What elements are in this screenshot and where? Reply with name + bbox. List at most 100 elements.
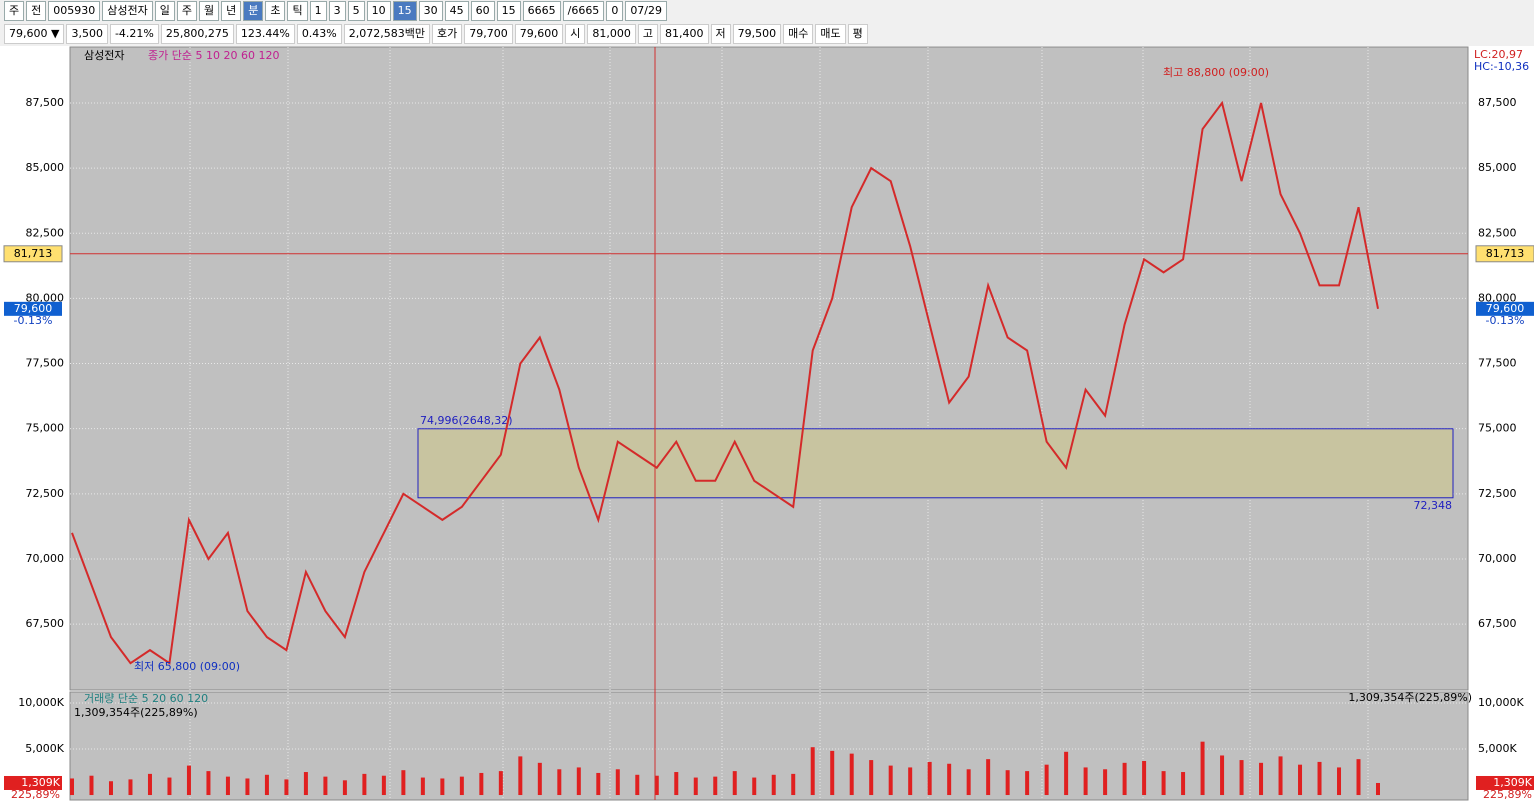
volume-bar xyxy=(1239,760,1244,796)
volume-bar xyxy=(1025,771,1030,796)
y-tick-label-right: 77,500 xyxy=(1478,357,1517,370)
volume-bar xyxy=(70,778,74,796)
tb-item[interactable]: 월 xyxy=(198,1,220,21)
volume-bar xyxy=(303,772,308,796)
chart: 67,500 67,500 70,000 70,000 72,500 72,500 75,0… xyxy=(0,46,1534,805)
volume-bar xyxy=(635,774,640,796)
volume-bar xyxy=(362,773,367,796)
volume-current: 1,309K xyxy=(21,776,60,789)
box-bottom-label: 72,348 xyxy=(1414,499,1453,512)
volume-bar xyxy=(576,767,581,796)
info-item: 3,500 xyxy=(66,24,108,44)
lc-label: LC:20,97 xyxy=(1474,48,1523,61)
volume-bar xyxy=(1142,760,1147,796)
volume-bar xyxy=(1005,770,1010,796)
info-item: 81,400 xyxy=(660,24,709,44)
volume-bar xyxy=(674,772,679,796)
volume-bar xyxy=(1317,761,1322,796)
volume-bar xyxy=(147,773,152,796)
tb-item[interactable]: 15 xyxy=(392,1,417,21)
volume-bar xyxy=(1298,764,1303,796)
current-change: -0.13% xyxy=(14,314,53,327)
y-tick-label: 80,000 xyxy=(26,291,65,304)
volume-bar xyxy=(128,779,133,796)
volume-bar xyxy=(1122,762,1127,796)
tb-item[interactable]: 3 xyxy=(328,1,346,21)
volume-bar xyxy=(1278,756,1283,796)
volume-bar xyxy=(732,771,737,796)
y-tick-label: 72,500 xyxy=(26,487,65,500)
info-item: 매도 xyxy=(815,24,846,44)
volume-bar xyxy=(1376,782,1380,796)
tb-item[interactable]: 6665 xyxy=(522,1,561,21)
volume-bar xyxy=(927,761,932,796)
tb-item[interactable]: 주 xyxy=(4,1,25,21)
volume-bar xyxy=(693,777,698,796)
volume-bar xyxy=(537,762,542,796)
price-panel xyxy=(69,46,1469,691)
info-item: 123.44% xyxy=(235,24,295,44)
tb-item[interactable]: 1 xyxy=(309,1,327,21)
volume-bar xyxy=(401,770,406,796)
info-bar: 79,600 ▼ 3,500 -4.21% 25,800,275 123.44% 0.43… xyxy=(0,23,1534,45)
tb-item[interactable]: 60 xyxy=(470,1,495,21)
y-tick-label-right: 10,000K xyxy=(1478,696,1524,709)
volume-bar xyxy=(1064,751,1069,796)
tb-item[interactable]: 전 xyxy=(26,1,47,21)
volume-bar xyxy=(888,765,893,796)
volume-legend: 거래량 단순 5 20 60 120 xyxy=(84,692,208,705)
volume-bar xyxy=(420,777,425,796)
volume-bar xyxy=(1337,767,1342,796)
y-tick-label-right: 80,000 xyxy=(1478,291,1517,304)
box-top-label: 74,996(2648,32) xyxy=(420,414,513,427)
info-item: 0.43% xyxy=(296,24,342,44)
tb-item[interactable]: 년 xyxy=(221,1,242,21)
info-item: 79,600 ▼ xyxy=(4,24,65,44)
volume-tag xyxy=(4,775,62,790)
volume-bar xyxy=(381,775,386,796)
volume-bar xyxy=(615,769,620,796)
current-label: 79,600 xyxy=(1486,302,1525,315)
tb-item[interactable]: 삼성전자 xyxy=(102,1,153,21)
info-item: 평 xyxy=(847,24,868,44)
volume-bar xyxy=(869,760,874,796)
volume-note: 1,309,354주(225,89%) xyxy=(74,706,198,719)
tb-item[interactable]: 틱 xyxy=(287,1,308,21)
volume-bar xyxy=(186,765,191,796)
volume-bar xyxy=(206,771,211,796)
current-change: -0.13% xyxy=(1486,314,1525,327)
volume-bar xyxy=(498,771,503,796)
volume-bar xyxy=(1161,771,1166,796)
volume-bar xyxy=(440,778,445,796)
current-tag xyxy=(4,301,62,316)
tb-item[interactable]: 5 xyxy=(347,1,365,21)
info-item: 호가 xyxy=(432,24,463,44)
tb-item[interactable]: 005930 xyxy=(48,1,101,21)
info-item: 25,800,275 xyxy=(160,24,234,44)
volume-bar xyxy=(264,774,269,796)
y-tick-label: 67,500 xyxy=(26,617,65,630)
y-tick-label: 87,500 xyxy=(26,96,65,109)
volume-bar xyxy=(1220,755,1225,796)
tb-item[interactable]: 45 xyxy=(444,1,469,21)
volume-bar xyxy=(1356,759,1361,796)
tb-item[interactable]: 분 xyxy=(243,1,264,21)
y-tick-label-right: 72,500 xyxy=(1478,487,1517,500)
volume-bar xyxy=(479,772,484,796)
volume-bar xyxy=(810,747,815,796)
volume-bar xyxy=(225,776,230,796)
tb-item[interactable]: 일 xyxy=(154,1,175,21)
tb-item[interactable]: 0 xyxy=(606,1,624,21)
tb-item[interactable]: 07/29 xyxy=(625,1,668,21)
volume-bar xyxy=(947,763,952,796)
tb-item[interactable]: 10 xyxy=(366,1,391,21)
volume-bar xyxy=(1103,769,1108,796)
tb-item[interactable]: 15 xyxy=(496,1,521,21)
tb-item[interactable]: 초 xyxy=(265,1,286,21)
tb-item[interactable]: /6665 xyxy=(562,1,605,21)
info-item: 2,072,583백만 xyxy=(343,24,430,44)
tb-item[interactable]: 30 xyxy=(418,1,443,21)
y-tick-label: 82,500 xyxy=(26,226,65,239)
tb-item[interactable]: 주 xyxy=(176,1,197,21)
y-tick-label-right: 70,000 xyxy=(1478,552,1517,565)
